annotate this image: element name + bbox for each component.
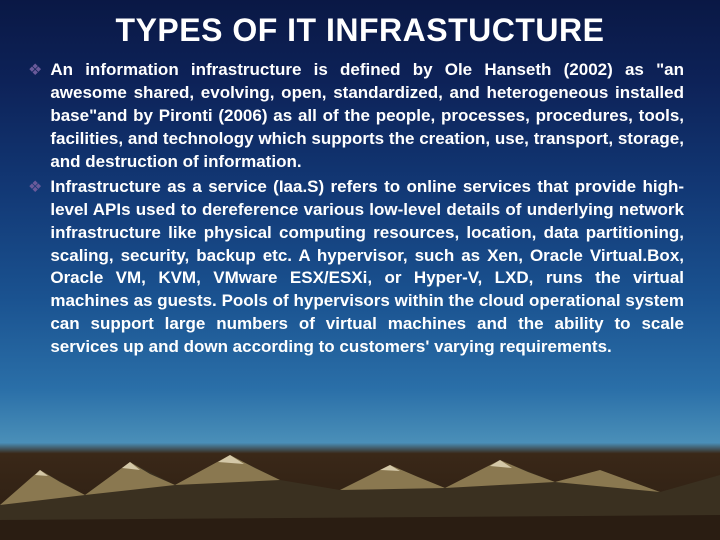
bullet-item: ❖ An information infrastructure is defin… bbox=[28, 59, 684, 174]
slide-title: TYPES OF IT INFRASTUCTURE bbox=[0, 0, 720, 59]
slide: TYPES OF IT INFRASTUCTURE ❖ An informati… bbox=[0, 0, 720, 540]
slide-content: ❖ An information infrastructure is defin… bbox=[0, 59, 720, 359]
diamond-bullet-icon: ❖ bbox=[28, 177, 42, 199]
bullet-item: ❖ Infrastructure as a service (Iaa.S) re… bbox=[28, 176, 684, 360]
diamond-bullet-icon: ❖ bbox=[28, 60, 42, 82]
bullet-text: Infrastructure as a service (Iaa.S) refe… bbox=[50, 176, 684, 360]
bullet-text: An information infrastructure is defined… bbox=[50, 59, 684, 174]
